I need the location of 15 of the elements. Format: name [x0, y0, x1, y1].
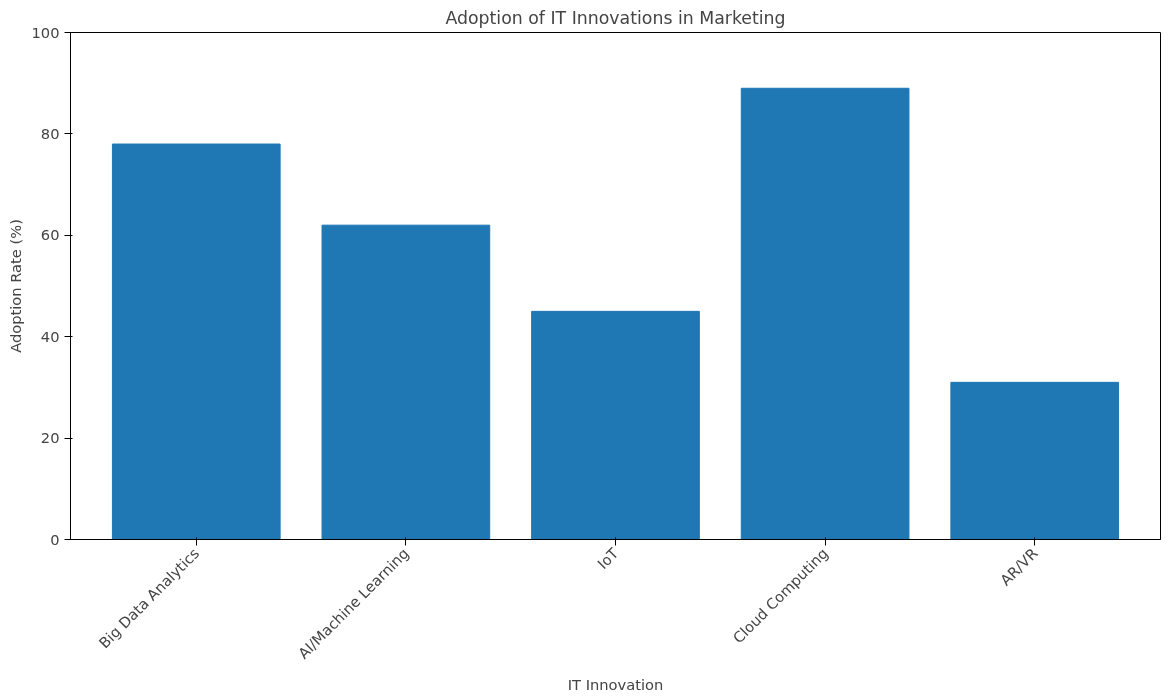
chart-title: Adoption of IT Innovations in Marketing: [445, 7, 786, 28]
y-tick-label: 100: [31, 23, 60, 41]
x-axis-title: IT Innovation: [567, 675, 664, 693]
bar: [531, 310, 700, 540]
bar: [740, 87, 910, 540]
bar: [950, 381, 1120, 540]
y-axis-title: Adoption Rate (%): [6, 219, 24, 353]
y-tick-label: 80: [40, 124, 60, 142]
y-tick-label: 0: [50, 530, 60, 548]
x-tick-label: IoT: [593, 544, 622, 573]
y-tick-label: 20: [40, 429, 60, 447]
y-tick-label: 60: [40, 226, 60, 244]
bar: [111, 143, 281, 540]
y-tick-label: 40: [40, 327, 60, 345]
bar: [321, 224, 491, 540]
